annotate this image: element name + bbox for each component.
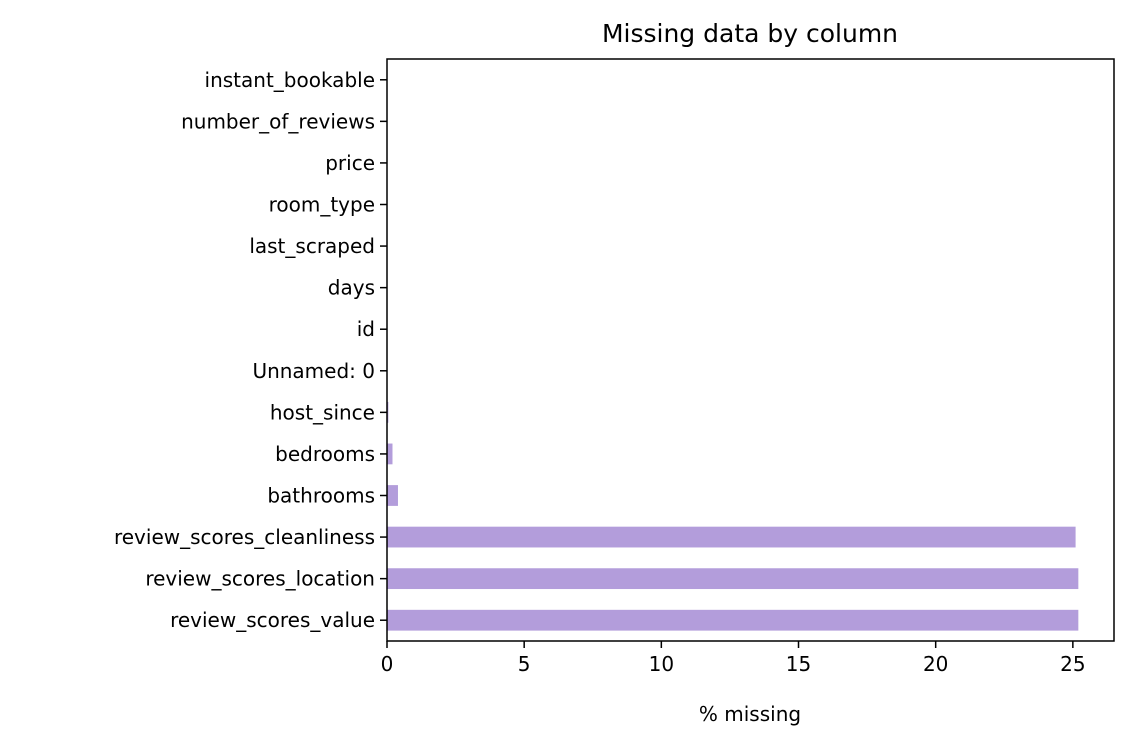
y-tick-label: instant_bookable xyxy=(205,68,375,92)
x-axis-ticks: 0 5 10 15 20 25 xyxy=(381,641,1086,676)
x-tick-label: 0 xyxy=(381,652,394,676)
y-tick-label: review_scores_cleanliness xyxy=(114,525,375,549)
plot-area-frame xyxy=(386,58,1115,642)
chart-title: Missing data by column xyxy=(602,19,898,48)
y-tick-label: review_scores_value xyxy=(170,608,375,632)
x-tick-label: 5 xyxy=(518,652,531,676)
bars-group xyxy=(387,401,1079,631)
bar-review-scores-cleanliness xyxy=(387,526,1076,548)
x-tick-label: 10 xyxy=(649,652,674,676)
y-tick-label: Unnamed: 0 xyxy=(252,359,375,383)
y-tick-label: days xyxy=(328,276,375,300)
x-axis-label: % missing xyxy=(699,702,801,726)
x-tick-label: 25 xyxy=(1060,652,1085,676)
y-tick-label: bedrooms xyxy=(275,442,375,466)
bar-bathrooms xyxy=(387,485,398,506)
y-tick-label: number_of_reviews xyxy=(181,109,375,133)
y-tick-label: bathrooms xyxy=(267,484,375,508)
y-tick-label: price xyxy=(325,151,375,175)
bar-review-scores-value xyxy=(387,609,1079,631)
y-axis-ticks: review_scores_value review_scores_locatio… xyxy=(114,68,387,632)
bar-bedrooms xyxy=(387,443,393,465)
y-tick-label: last_scraped xyxy=(249,234,375,258)
y-tick-label: host_since xyxy=(270,400,375,424)
y-tick-label: room_type xyxy=(269,193,375,217)
y-tick-label: review_scores_location xyxy=(145,567,375,591)
y-tick-label: id xyxy=(357,317,375,341)
bar-review-scores-location xyxy=(387,568,1079,590)
x-tick-label: 15 xyxy=(786,652,811,676)
x-tick-label: 20 xyxy=(923,652,948,676)
